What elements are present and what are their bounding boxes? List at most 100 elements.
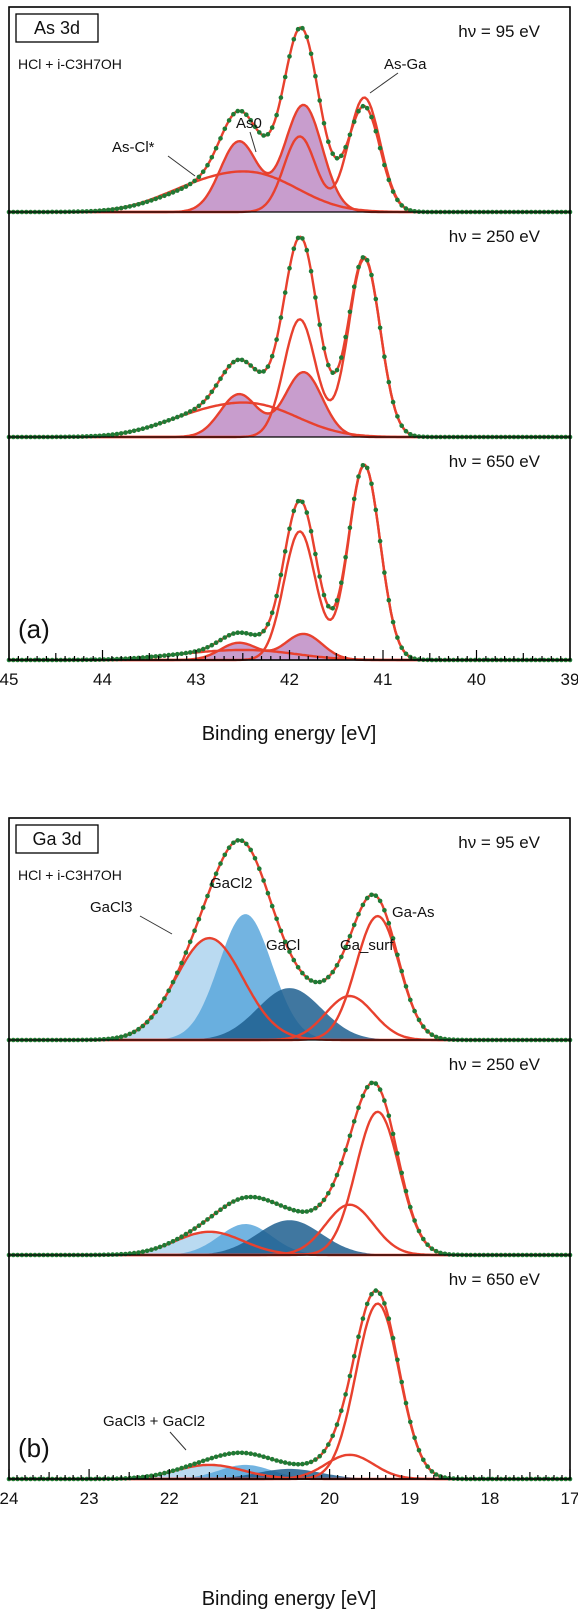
data-point (144, 199, 150, 205)
annotation-as-cl-leader (167, 155, 196, 177)
data-point (399, 423, 405, 429)
data-point (386, 597, 392, 603)
data-point (278, 572, 284, 578)
data-point (136, 427, 141, 433)
data-point (166, 1241, 171, 1246)
data-point (157, 1244, 163, 1250)
data-point (347, 525, 353, 530)
data-point (377, 1087, 383, 1092)
data-point (244, 1195, 249, 1200)
data-point (395, 1151, 400, 1156)
data-point (364, 895, 370, 901)
data-point (308, 51, 314, 57)
data-point (369, 481, 374, 487)
data-point (343, 144, 348, 150)
data-point (265, 621, 271, 627)
data-point (377, 898, 383, 904)
data-point (390, 1131, 396, 1137)
data-point (356, 1334, 361, 1339)
data-point (110, 207, 115, 212)
data-point (153, 422, 158, 428)
data-point (131, 1250, 137, 1256)
data-point (235, 838, 240, 843)
data-point (179, 186, 184, 191)
data-point (106, 207, 111, 213)
data-point (218, 1453, 223, 1458)
data-point (412, 1008, 417, 1014)
data-point (399, 203, 405, 208)
data-point (218, 136, 223, 141)
data-point (295, 26, 301, 32)
data-point (330, 606, 336, 611)
data-point (274, 916, 279, 922)
data-point (226, 1201, 232, 1207)
data-point (274, 337, 279, 342)
data-point (170, 416, 176, 422)
annotation-ga-as: Ga-As (392, 904, 435, 921)
data-point (118, 205, 124, 211)
component-fill-as0 (9, 105, 570, 212)
data-point (330, 370, 336, 376)
data-point (244, 841, 249, 847)
data-point (377, 1291, 383, 1296)
data-point (278, 315, 284, 320)
data-point (93, 433, 98, 439)
data-point (257, 631, 262, 637)
data-point (213, 1210, 219, 1216)
component-fill-as0 (9, 372, 570, 437)
data-point (300, 25, 305, 31)
photon-energy-label: hν = 650 eV (449, 452, 541, 471)
data-point (364, 1085, 370, 1090)
data-point (175, 1236, 180, 1242)
data-point (244, 359, 249, 365)
data-point (373, 507, 379, 513)
data-point (213, 640, 219, 645)
data-point (88, 433, 94, 439)
data-point (304, 510, 310, 515)
data-point (304, 247, 310, 253)
data-point (343, 334, 348, 340)
spectrum-2: hν = 250 eV (6, 227, 573, 440)
data-point (140, 1474, 146, 1480)
data-point (382, 570, 387, 575)
data-point (433, 1248, 439, 1254)
data-point (278, 1203, 284, 1208)
data-point (321, 121, 327, 126)
data-point (300, 1461, 305, 1467)
data-point (438, 1250, 443, 1256)
data-point (196, 916, 202, 922)
data-point (287, 1206, 292, 1212)
data-point (386, 920, 392, 926)
data-point (369, 272, 374, 278)
data-point (114, 431, 120, 437)
data-point (183, 650, 189, 656)
data-point (291, 37, 297, 42)
data-point (252, 366, 258, 372)
panel-ga-3d: hν = 95 eV hν = 250 eV hν = 650 eV 24 23 22 21… (0, 817, 578, 1610)
data-point (351, 284, 357, 290)
data-point (162, 1242, 167, 1248)
data-point (334, 598, 340, 603)
data-point (326, 362, 331, 368)
x-tick-label: 41 (374, 670, 393, 689)
data-point (351, 496, 357, 502)
data-point (235, 1197, 240, 1202)
data-point (196, 648, 202, 653)
data-point (343, 1147, 348, 1153)
data-point (382, 908, 387, 913)
data-point (386, 1316, 392, 1321)
data-point (287, 54, 292, 59)
data-point (386, 1113, 392, 1119)
data-point (300, 1209, 305, 1214)
panel-frame (8, 817, 571, 1480)
data-point (200, 1458, 206, 1464)
spectrum-2: hν = 250 eV (6, 1055, 573, 1258)
x-tick-label: 21 (240, 1489, 259, 1508)
data-point (248, 1451, 253, 1456)
data-point (231, 359, 236, 365)
data-point (356, 911, 361, 917)
data-point (399, 968, 405, 974)
data-point (390, 399, 396, 405)
data-point (136, 1250, 141, 1255)
